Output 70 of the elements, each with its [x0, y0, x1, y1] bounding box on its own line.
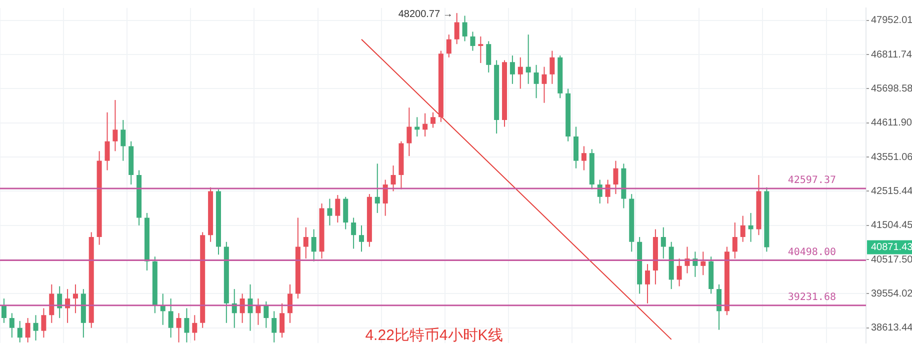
- candlestick: [462, 15, 468, 42]
- candlestick: [430, 112, 436, 128]
- text: 4.22比特币4小时K线: [364, 326, 504, 345]
- candlestick: [550, 50, 555, 84]
- candlestick: [280, 302, 285, 338]
- candlestick: [327, 198, 332, 226]
- y-tick-label: 39554.02: [871, 288, 912, 300]
- candlestick: [676, 258, 682, 287]
- candlestick: [120, 120, 126, 162]
- candlestick: [72, 284, 78, 314]
- candlestick: [446, 34, 452, 58]
- candlestick: [17, 320, 22, 343]
- candlestick: [422, 112, 428, 137]
- candlestick: [33, 314, 38, 341]
- candlestick: [390, 165, 396, 192]
- y-tick-label: 47952.01: [871, 15, 912, 26]
- y-tick-label: 44611.90: [871, 118, 912, 129]
- candlestick: [406, 107, 412, 157]
- candlestick: [716, 284, 722, 330]
- text: 40871.43: [871, 242, 912, 253]
- candlestick: [700, 251, 706, 276]
- candlestick: [192, 314, 198, 341]
- candlestick: [581, 146, 586, 171]
- candlestick: [25, 318, 30, 343]
- candlestick: [414, 116, 420, 137]
- candlestick: [486, 40, 492, 73]
- candlestick: [732, 222, 738, 260]
- candlestick: [264, 300, 269, 328]
- candlestick: [9, 312, 14, 338]
- y-tick-label: 40517.50: [871, 254, 912, 266]
- candlestick: [470, 31, 476, 52]
- candlestick: [740, 215, 746, 242]
- candlestick: [335, 194, 340, 224]
- candlestick: [112, 100, 118, 152]
- candlestick: [176, 312, 182, 343]
- candlestick: [184, 308, 190, 343]
- ref-line-label: 42597.37: [788, 175, 836, 186]
- candlestick: [510, 55, 515, 84]
- candlestick: [1, 298, 6, 324]
- candlestick: [526, 34, 531, 84]
- candlestick: [645, 264, 650, 304]
- candlestick: [542, 66, 547, 104]
- candlestick: [311, 228, 316, 262]
- candlestick: [748, 212, 754, 242]
- candlestick: [256, 298, 261, 326]
- y-tick-label: 41504.45: [871, 220, 912, 232]
- candlestick: [454, 12, 460, 45]
- candlestick: [374, 163, 380, 214]
- candlestick: [518, 56, 523, 90]
- candlestick: [358, 224, 364, 252]
- ref-line-label: 39231.68: [788, 292, 836, 303]
- y-tick-label: 45698.58: [871, 83, 912, 94]
- candlestick: [613, 160, 618, 195]
- annotation: 48200.77 →: [398, 8, 453, 20]
- candlestick: [272, 310, 277, 343]
- candlestick: [382, 179, 388, 216]
- y-tick-label: 46811.74: [871, 49, 912, 60]
- candlestick: [534, 64, 539, 99]
- candlestick: [660, 226, 666, 260]
- ref-line-label: 40498.00: [788, 246, 836, 258]
- candlestick: [478, 36, 484, 64]
- candlestick: [351, 217, 356, 250]
- candlestick: [168, 298, 174, 338]
- candlestick: [303, 226, 308, 260]
- candlestick: [343, 196, 348, 230]
- candlestick: [41, 308, 46, 338]
- candlestick: [49, 284, 54, 324]
- y-tick-label: 43551.06: [871, 152, 912, 163]
- candlestick: [104, 112, 110, 171]
- candlestick: [287, 284, 292, 324]
